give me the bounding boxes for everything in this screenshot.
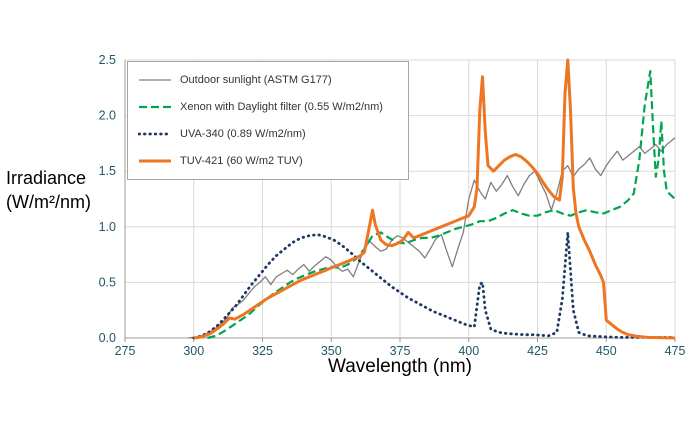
y-tick-label: 0.0	[99, 331, 116, 345]
legend-label: TUV-421 (60 W/m2 TUV)	[180, 155, 303, 167]
x-tick-label: 375	[390, 344, 411, 358]
x-tick-label: 475	[665, 344, 686, 358]
x-tick-label: 425	[527, 344, 548, 358]
series-line-4	[193, 58, 676, 340]
legend-label: UVA-340 (0.89 W/m2/nm)	[180, 128, 306, 140]
x-tick-label: 450	[596, 344, 617, 358]
y-axis-title-line2: (W/m²/nm)	[6, 192, 91, 213]
x-tick-label: 350	[321, 344, 342, 358]
legend-label: Outdoor sunlight (ASTM G177)	[180, 74, 332, 86]
x-tick-label: 325	[252, 344, 273, 358]
chart-legend: Outdoor sunlight (ASTM G177) Xenon with D…	[127, 61, 409, 180]
y-tick-label: 0.5	[99, 275, 116, 289]
y-tick-label: 2.0	[99, 109, 116, 123]
y-tick-label: 1.0	[99, 220, 116, 234]
legend-item-3: UVA-340 (0.89 W/m2/nm)	[138, 124, 398, 144]
y-axis-title: Irradiance (W/m²/nm)	[6, 166, 124, 215]
x-axis-title: Wavelength (nm)	[328, 356, 472, 377]
series-line-1	[188, 137, 676, 339]
legend-item-4: TUV-421 (60 W/m2 TUV)	[138, 151, 398, 171]
x-tick-label: 300	[183, 344, 204, 358]
legend-label: Xenon with Daylight filter (0.55 W/m2/nm…	[180, 101, 383, 113]
y-tick-label: 1.5	[99, 164, 116, 178]
x-tick-label: 400	[458, 344, 479, 358]
legend-line-sample	[139, 159, 171, 163]
x-tick-label: 275	[115, 344, 136, 358]
legend-line-sample	[139, 79, 171, 81]
y-axis-title-line1: Irradiance	[6, 168, 87, 188]
legend-line-sample	[138, 132, 172, 136]
y-tick-label: 2.5	[99, 53, 116, 67]
legend-item-2: Xenon with Daylight filter (0.55 W/m2/nm…	[138, 97, 398, 117]
series-line-3	[192, 230, 677, 340]
series-line-2	[207, 69, 676, 340]
legend-line-sample	[139, 105, 171, 109]
legend-item-1: Outdoor sunlight (ASTM G177)	[138, 70, 398, 90]
